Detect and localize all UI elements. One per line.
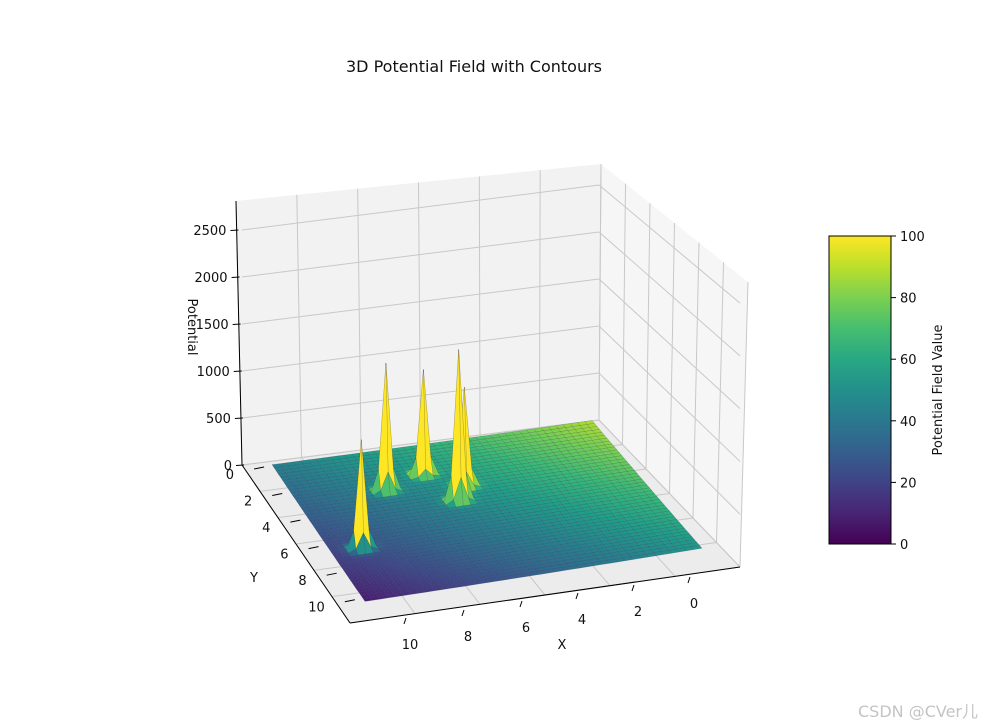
x-tick-label: 8 <box>464 630 472 645</box>
y-axis-label: Y <box>249 571 258 586</box>
y-gridline-right <box>645 203 651 470</box>
y-gridline-right <box>669 222 675 494</box>
y-tick-label: 8 <box>298 574 306 589</box>
y-tick-label: 2 <box>244 495 252 510</box>
colorbar-tick-label: 100 <box>900 230 925 245</box>
x-gridline-back <box>478 176 481 436</box>
axes: 05001000150020002500Potential0246810Y024… <box>184 200 741 653</box>
z-gridline-right <box>598 231 741 357</box>
y-tick-label: 0 <box>226 468 234 483</box>
z-axis-label: Potential <box>184 299 199 356</box>
y-gridline-right <box>622 183 626 445</box>
x-axis-label: X <box>558 638 567 653</box>
x-tick <box>519 600 523 608</box>
x-tick <box>631 584 635 592</box>
y-tick <box>326 572 337 576</box>
y-gridline-right <box>598 163 602 421</box>
colorbar-tick-label: 80 <box>900 292 917 307</box>
x-tick-label: 0 <box>690 597 698 612</box>
watermark: CSDN @CVer儿 <box>857 702 978 721</box>
z-axis-line <box>235 200 243 466</box>
y-gridline-right <box>716 262 724 543</box>
z-tick-label: 1500 <box>196 318 229 333</box>
z-tick-label: 1000 <box>197 365 230 380</box>
y-gridline-right <box>739 281 749 568</box>
y-tick-label: 4 <box>262 521 270 536</box>
x-gridline-back <box>418 182 421 443</box>
surface-plot <box>271 349 703 602</box>
y-gridline-right <box>692 242 700 519</box>
z-gridline-right <box>598 184 741 304</box>
z-gridline <box>241 184 600 231</box>
x-tick-label: 2 <box>634 605 642 620</box>
x-gridline-back <box>539 170 541 428</box>
y-tick <box>290 519 301 523</box>
x-tick <box>687 576 691 584</box>
colorbar: 0 20 40 60 80 100 Potential Field Value <box>828 230 946 553</box>
x-tick-label: 4 <box>578 613 586 628</box>
y-tick <box>344 599 355 603</box>
y-axis-line <box>241 464 351 624</box>
x-tick <box>461 609 465 617</box>
z-tick-label: 500 <box>206 412 231 427</box>
z-tick-label: 2000 <box>194 271 227 286</box>
z-tick <box>232 323 241 325</box>
back-wall-pane <box>236 164 601 465</box>
x-gridline-back <box>296 194 302 458</box>
z-tick <box>230 229 239 231</box>
colorbar-tick-label: 60 <box>900 353 917 368</box>
z-gridline-right <box>598 278 741 410</box>
y-tick <box>272 493 283 497</box>
z-gridline-right <box>598 372 741 515</box>
colorbar-tick-label: 40 <box>900 415 917 430</box>
x-gridline-back <box>357 188 362 451</box>
y-tick <box>253 466 265 470</box>
colorbar-tick-label: 0 <box>900 538 908 553</box>
x-tick <box>575 592 579 600</box>
x-tick-label: 6 <box>522 621 530 636</box>
y-tick-label: 10 <box>308 601 325 616</box>
z-gridline-right <box>598 325 741 462</box>
y-tick-label: 6 <box>280 548 288 563</box>
floor-gridline <box>598 419 741 568</box>
x-axis-line <box>349 566 741 624</box>
z-tick-label: 2500 <box>193 224 226 239</box>
colorbar-tick-label: 20 <box>900 476 917 491</box>
z-tick <box>233 370 242 372</box>
z-tick-label: 0 <box>224 459 232 474</box>
surface-patch <box>362 596 374 602</box>
colorbar-gradient <box>828 235 892 545</box>
chart-title: 3D Potential Field with Contours <box>345 57 603 76</box>
colorbar-label: Potential Field Value <box>931 325 946 456</box>
y-tick <box>308 546 319 550</box>
z-tick <box>231 276 240 278</box>
x-tick-label: 10 <box>402 638 419 653</box>
x-tick <box>403 617 407 625</box>
z-tick <box>234 417 243 419</box>
z-tick <box>235 464 245 466</box>
